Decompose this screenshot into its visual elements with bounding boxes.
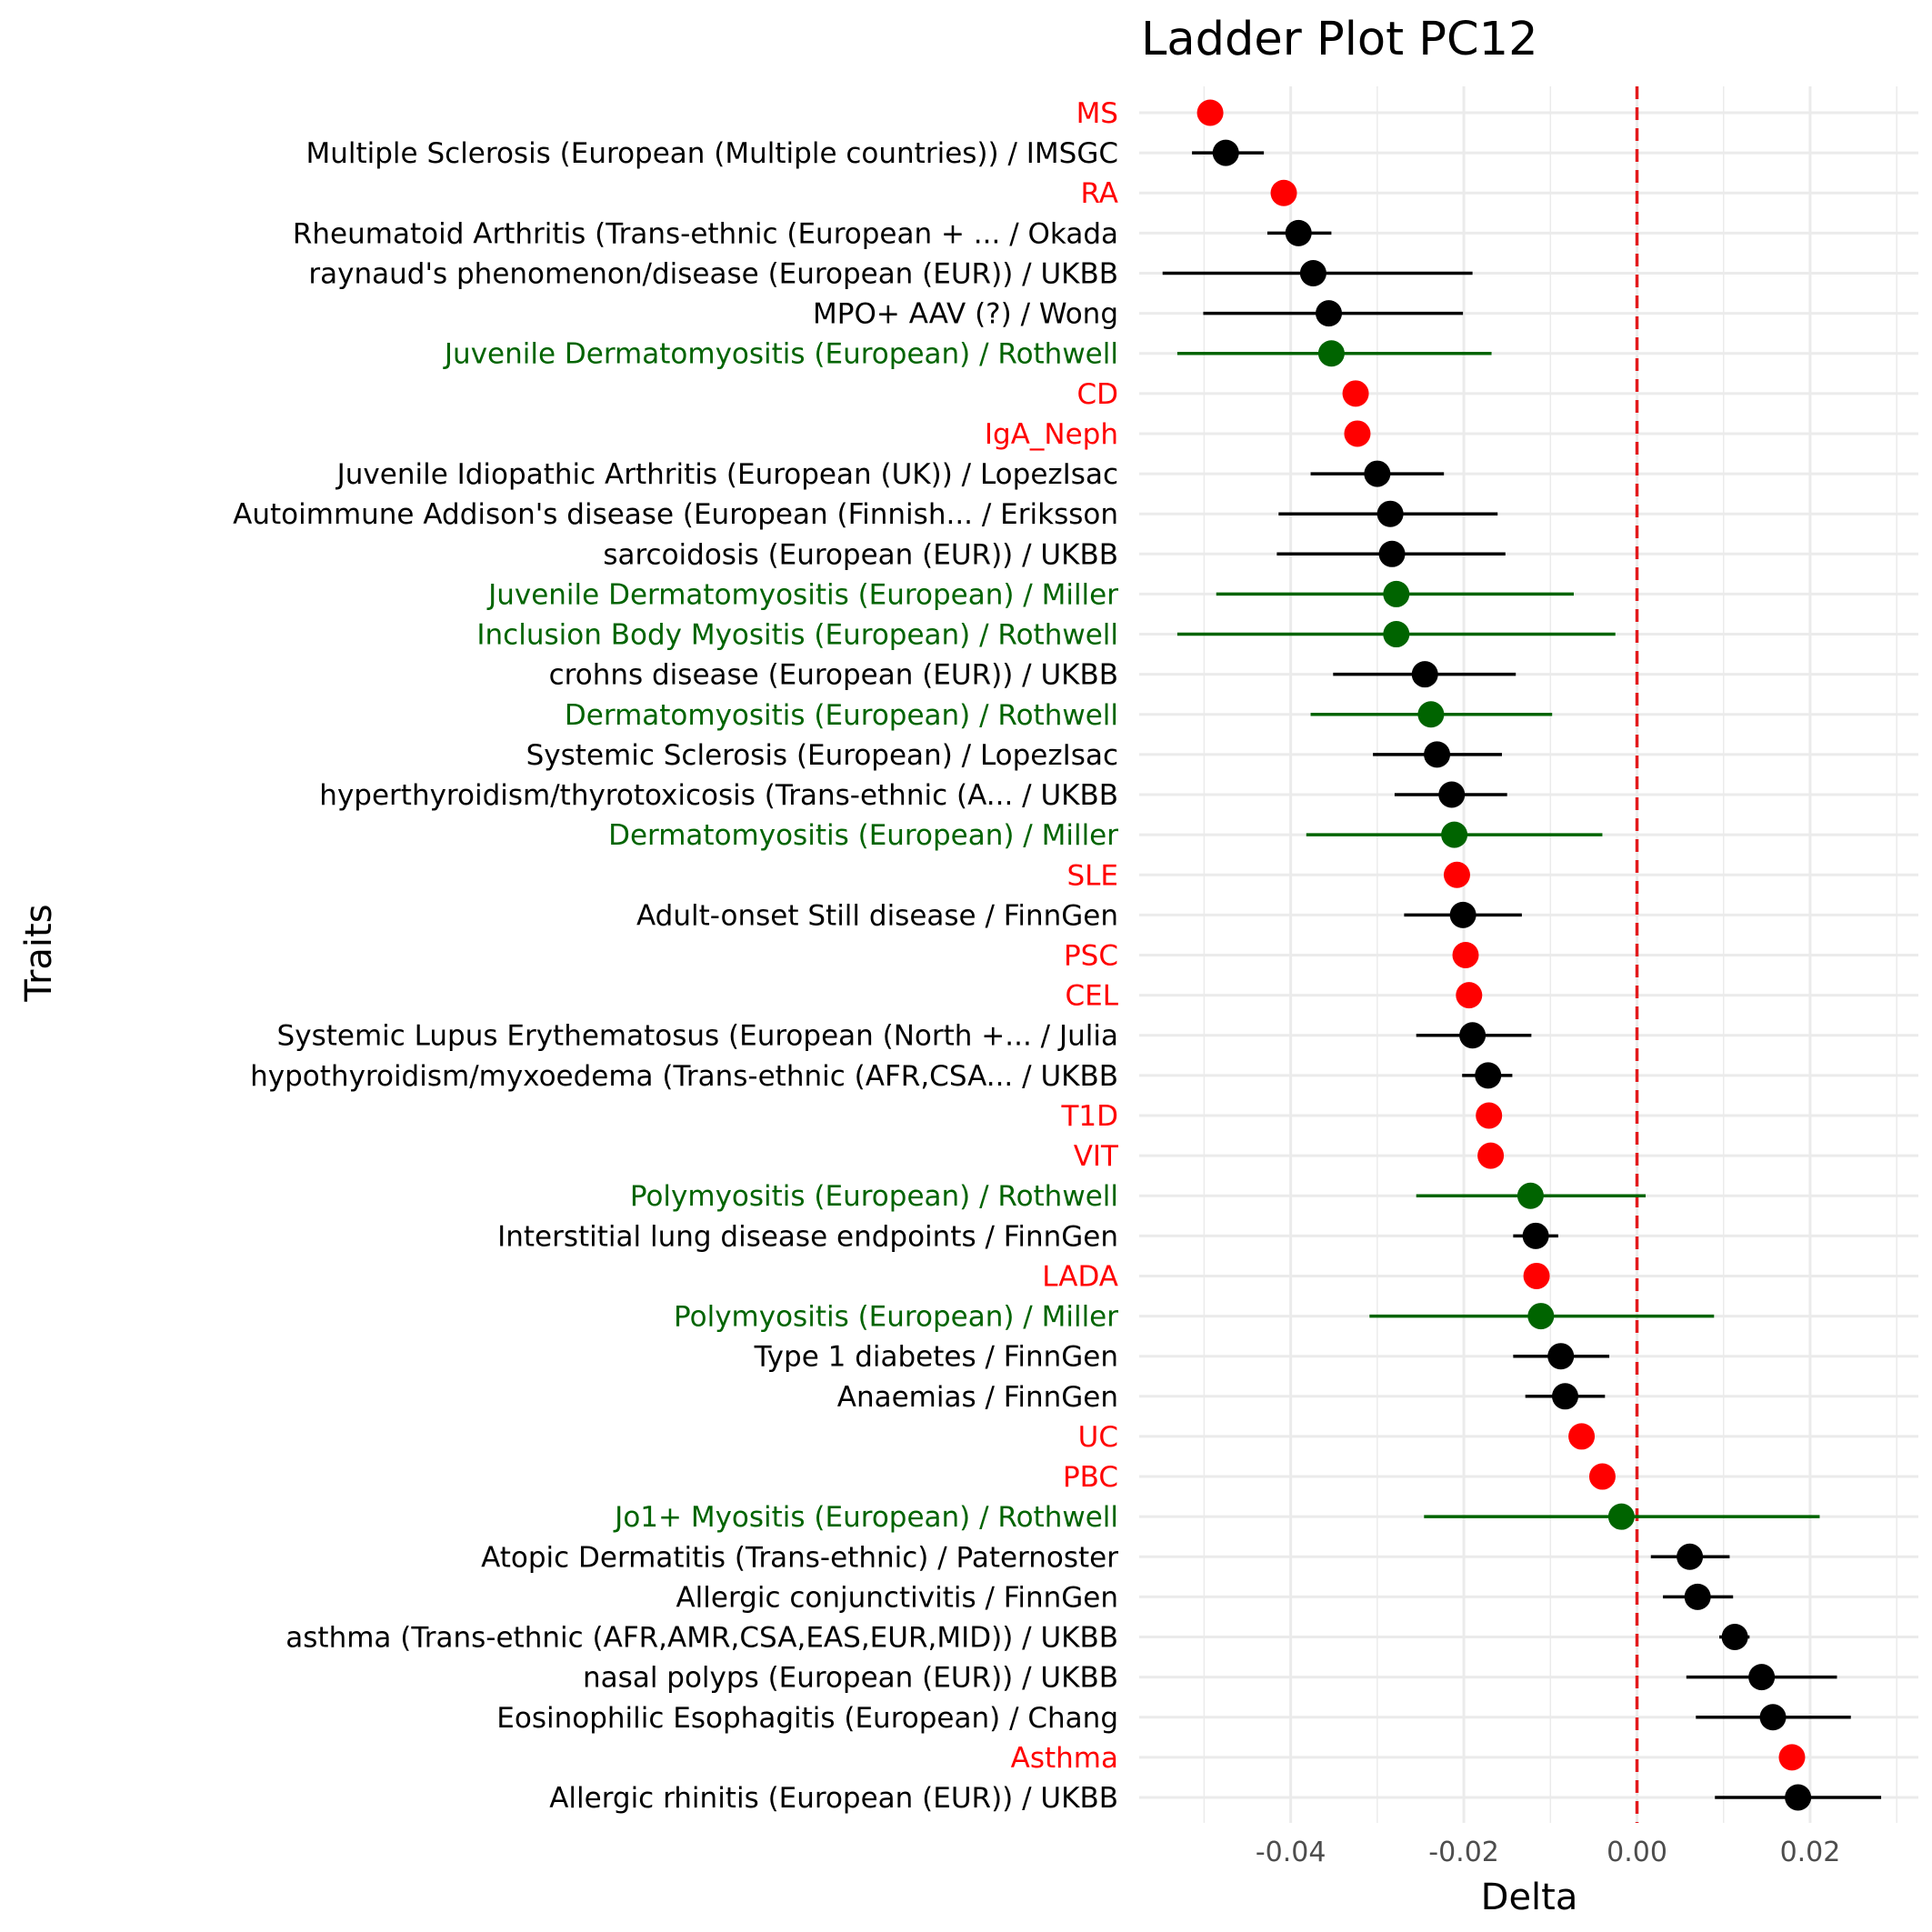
data-point: [1523, 1262, 1550, 1289]
chart-title: Ladder Plot PC12: [1141, 13, 1538, 66]
data-point: [1383, 580, 1410, 607]
x-axis-title: Delta: [1481, 1877, 1578, 1918]
x-tick-labels: -0.04 -0.02 0.00 0.02: [1256, 1837, 1841, 1868]
grid: [1139, 86, 1918, 1823]
data-point: [1299, 259, 1326, 286]
data-point: [1443, 861, 1470, 888]
y-tick-label: hyperthyroidism/thyrotoxicosis (Trans-et…: [319, 779, 1118, 812]
data-point: [1378, 540, 1406, 567]
data-point: [1459, 1022, 1487, 1049]
y-axis-title: Traits: [18, 904, 60, 1002]
data-point: [1785, 1784, 1812, 1811]
x-tick-label: -0.02: [1428, 1837, 1499, 1868]
data-point: [1551, 1383, 1578, 1410]
y-tick-label: Interstitial lung disease endpoints / Fi…: [497, 1220, 1118, 1253]
y-tick-label: hypothyroidism/myxoedema (Trans-ethnic (…: [250, 1060, 1118, 1093]
data-point: [1522, 1222, 1549, 1249]
data-point: [1568, 1423, 1596, 1450]
y-tick-label: Polymyositis (European) / Miller: [674, 1301, 1118, 1334]
y-tick-label: Atopic Dermatitis (Trans-ethnic) / Pater…: [481, 1541, 1118, 1574]
x-tick-label: 0.02: [1780, 1837, 1841, 1868]
data-point: [1417, 701, 1445, 728]
data-point: [1476, 1102, 1503, 1129]
y-tick-label: nasal polyps (European (EUR)) / UKBB: [583, 1662, 1118, 1695]
data-point: [1424, 741, 1451, 768]
y-tick-label: Multiple Sclerosis (European (Multiple c…: [305, 137, 1118, 170]
data-point: [1411, 661, 1438, 688]
y-tick-label: Asthma: [1011, 1742, 1118, 1775]
data-point: [1317, 340, 1345, 367]
y-tick-label: Allergic conjunctivitis / FinnGen: [676, 1581, 1118, 1614]
data-point: [1607, 1503, 1635, 1530]
y-tick-labels: MS Multiple Sclerosis (European (Multiple…: [233, 97, 1119, 1815]
y-tick-label: Juvenile Dermatomyositis (European) / Mi…: [486, 578, 1118, 611]
data-point: [1376, 500, 1404, 527]
y-tick-label: Jo1+ Myositis (European) / Rothwell: [613, 1501, 1118, 1534]
y-tick-label: LADA: [1042, 1260, 1118, 1293]
y-tick-label: Type 1 diabetes / FinnGen: [754, 1341, 1118, 1374]
y-tick-label: UC: [1078, 1421, 1118, 1454]
data-point: [1477, 1142, 1505, 1169]
data-point: [1452, 942, 1479, 968]
x-tick-label: -0.04: [1256, 1837, 1326, 1868]
data-point: [1475, 1062, 1502, 1089]
data-point: [1449, 901, 1477, 928]
data-point: [1212, 139, 1239, 166]
y-tick-label: Polymyositis (European) / Rothwell: [630, 1180, 1118, 1213]
y-tick-label: Adult-onset Still disease / FinnGen: [636, 899, 1118, 932]
data-point: [1438, 781, 1466, 808]
data-point: [1456, 982, 1483, 1009]
data-point: [1527, 1303, 1555, 1330]
y-tick-label: CD: [1076, 378, 1118, 411]
data-point: [1588, 1463, 1616, 1490]
y-tick-label: CEL: [1065, 980, 1118, 1013]
data-point: [1517, 1182, 1544, 1209]
y-tick-label: Autoimmune Addison's disease (European (…: [233, 498, 1118, 531]
y-tick-label: RA: [1081, 177, 1119, 210]
y-tick-label: PSC: [1064, 940, 1118, 973]
data-point: [1196, 99, 1224, 126]
data-point: [1344, 420, 1371, 447]
y-tick-label: VIT: [1074, 1140, 1119, 1173]
y-tick-label: Juvenile Dermatomyositis (European) / Ro…: [443, 338, 1118, 371]
y-tick-label: asthma (Trans-ethnic (AFR,AMR,CSA,EAS,EU…: [285, 1622, 1118, 1655]
points: [1196, 99, 1812, 1811]
y-tick-label: sarcoidosis (European (EUR)) / UKBB: [603, 538, 1118, 571]
data-point: [1270, 179, 1297, 206]
data-point: [1721, 1624, 1748, 1651]
y-tick-label: Allergic rhinitis (European (EUR)) / UKB…: [549, 1782, 1118, 1815]
y-tick-label: Anaemias / FinnGen: [837, 1381, 1118, 1414]
y-tick-label: raynaud's phenomenon/disease (European (…: [308, 257, 1118, 290]
y-tick-label: Dermatomyositis (European) / Rothwell: [565, 699, 1118, 732]
y-tick-label: T1D: [1060, 1100, 1118, 1133]
y-tick-label: PBC: [1063, 1461, 1118, 1494]
data-point: [1285, 219, 1312, 246]
y-tick-label: crohns disease (European (EUR)) / UKBB: [549, 659, 1118, 692]
y-tick-label: Systemic Sclerosis (European) / LopezIsa…: [526, 739, 1118, 772]
data-point: [1364, 460, 1391, 487]
data-point: [1342, 380, 1369, 407]
y-tick-label: Dermatomyositis (European) / Miller: [608, 819, 1118, 852]
x-tick-label: 0.00: [1607, 1837, 1667, 1868]
data-point: [1759, 1704, 1787, 1731]
data-point: [1748, 1664, 1776, 1691]
y-tick-label: Systemic Lupus Erythematosus (European (…: [277, 1020, 1118, 1053]
data-point: [1547, 1343, 1575, 1370]
y-tick-label: Eosinophilic Esophagitis (European) / Ch…: [496, 1702, 1118, 1735]
y-tick-label: IgA_Neph: [985, 418, 1118, 451]
y-tick-label: Juvenile Idiopathic Arthritis (European …: [335, 458, 1118, 491]
y-tick-label: MPO+ AAV (?) / Wong: [813, 298, 1118, 331]
data-point: [1677, 1543, 1704, 1570]
y-tick-label: Inclusion Body Myositis (European) / Rot…: [476, 619, 1118, 652]
data-point: [1441, 821, 1468, 848]
data-point: [1778, 1744, 1806, 1771]
y-tick-label: SLE: [1066, 859, 1118, 892]
data-point: [1684, 1583, 1711, 1610]
y-tick-label: MS: [1076, 97, 1118, 130]
y-tick-label: Rheumatoid Arthritis (Trans-ethnic (Euro…: [293, 217, 1118, 250]
data-point: [1383, 621, 1410, 648]
data-point: [1316, 300, 1343, 327]
